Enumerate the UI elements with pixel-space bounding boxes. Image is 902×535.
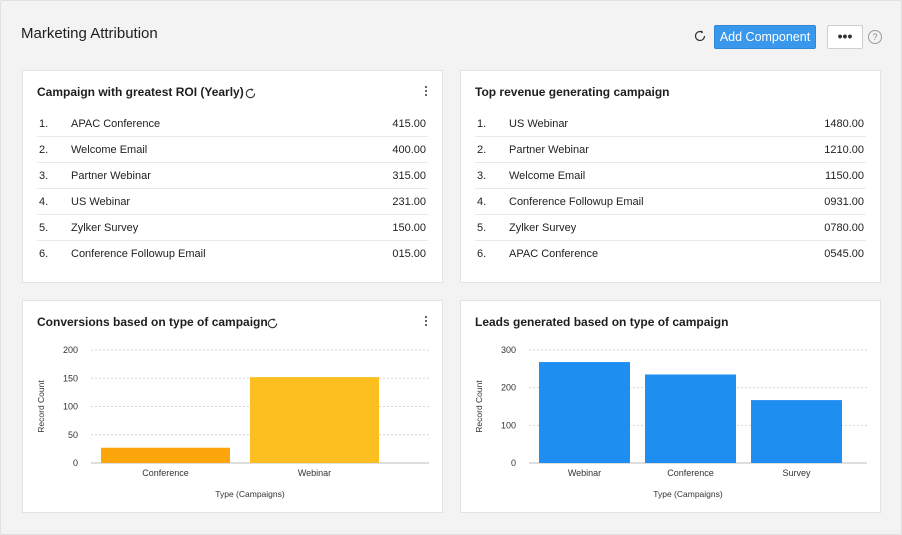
x-tick-label: Survey	[782, 468, 811, 478]
list-item[interactable]: 3. Partner Webinar 315.00	[37, 163, 428, 189]
conversions-card: Conversions based on type of campaign 0 5…	[22, 300, 443, 513]
refresh-icon[interactable]	[266, 317, 279, 330]
x-tick-label: Webinar	[298, 468, 331, 478]
x-tick-label: Conference	[667, 468, 714, 478]
list-item[interactable]: 6. Conference Followup Email 015.00	[39, 248, 426, 260]
y-tick-label: 200	[63, 345, 78, 355]
x-axis-title: Type (Campaigns)	[653, 489, 723, 499]
bar	[645, 374, 736, 463]
list-item[interactable]: 2. Partner Webinar 1210.00	[475, 137, 866, 163]
list-item[interactable]: 2. Welcome Email 400.00	[37, 137, 428, 163]
y-axis-title: Record Count	[474, 380, 484, 433]
y-tick-label: 0	[511, 458, 516, 468]
conversions-bar-chart: 0 50 100 150 200 Conference Webinar Type (Campa…	[36, 345, 429, 499]
list-item[interactable]: 6. APAC Conference 0545.00	[477, 248, 864, 260]
x-tick-label: Webinar	[568, 468, 601, 478]
add-component-button[interactable]: Add Component	[714, 25, 816, 49]
revenue-card: Top revenue generating campaign 1. US Web…	[460, 70, 881, 283]
y-tick-label: 100	[501, 420, 516, 430]
y-tick-label: 50	[68, 430, 78, 440]
revenue-card-title: Top revenue generating campaign	[475, 85, 670, 99]
roi-card-title: Campaign with greatest ROI (Yearly)	[37, 85, 244, 99]
leads-bar-chart: 0 100 200 300 Webinar Conference Survey Type (C…	[474, 345, 867, 499]
kebab-menu-icon[interactable]	[423, 85, 429, 99]
list-item[interactable]: 4. Conference Followup Email 0931.00	[475, 189, 866, 215]
more-options-button[interactable]: •••	[827, 25, 863, 49]
help-icon[interactable]: ?	[868, 30, 882, 44]
list-item[interactable]: 3. Welcome Email 1150.00	[475, 163, 866, 189]
x-axis-title: Type (Campaigns)	[215, 489, 285, 499]
refresh-icon[interactable]	[693, 29, 707, 43]
bar	[751, 400, 842, 463]
y-tick-label: 100	[63, 402, 78, 412]
page-title: Marketing Attribution	[21, 25, 158, 42]
y-tick-label: 0	[73, 458, 78, 468]
leads-card-title: Leads generated based on type of campaig…	[475, 315, 729, 329]
list-item[interactable]: 4. US Webinar 231.00	[37, 189, 428, 215]
x-tick-label: Conference	[142, 468, 189, 478]
list-item[interactable]: 1. US Webinar 1480.00	[475, 111, 866, 137]
bar	[539, 362, 630, 463]
revenue-list: 1. US Webinar 1480.00 2. Partner Webinar 121…	[475, 111, 866, 267]
refresh-icon[interactable]	[244, 87, 257, 100]
y-tick-label: 150	[63, 373, 78, 383]
bar	[250, 377, 379, 463]
y-tick-label: 200	[501, 383, 516, 393]
roi-card: Campaign with greatest ROI (Yearly) 1. AP…	[22, 70, 443, 283]
roi-list: 1. APAC Conference 415.00 2. Welcome Email 4…	[37, 111, 428, 267]
y-axis-title: Record Count	[36, 380, 46, 433]
conversions-card-title: Conversions based on type of campaign	[37, 315, 268, 329]
kebab-menu-icon[interactable]	[423, 315, 429, 329]
list-item[interactable]: 5. Zylker Survey 0780.00	[475, 215, 866, 241]
list-item[interactable]: 5. Zylker Survey 150.00	[37, 215, 428, 241]
y-tick-label: 300	[501, 345, 516, 355]
leads-card: Leads generated based on type of campaig…	[460, 300, 881, 513]
list-item[interactable]: 1. APAC Conference 415.00	[37, 111, 428, 137]
bar	[101, 447, 230, 463]
